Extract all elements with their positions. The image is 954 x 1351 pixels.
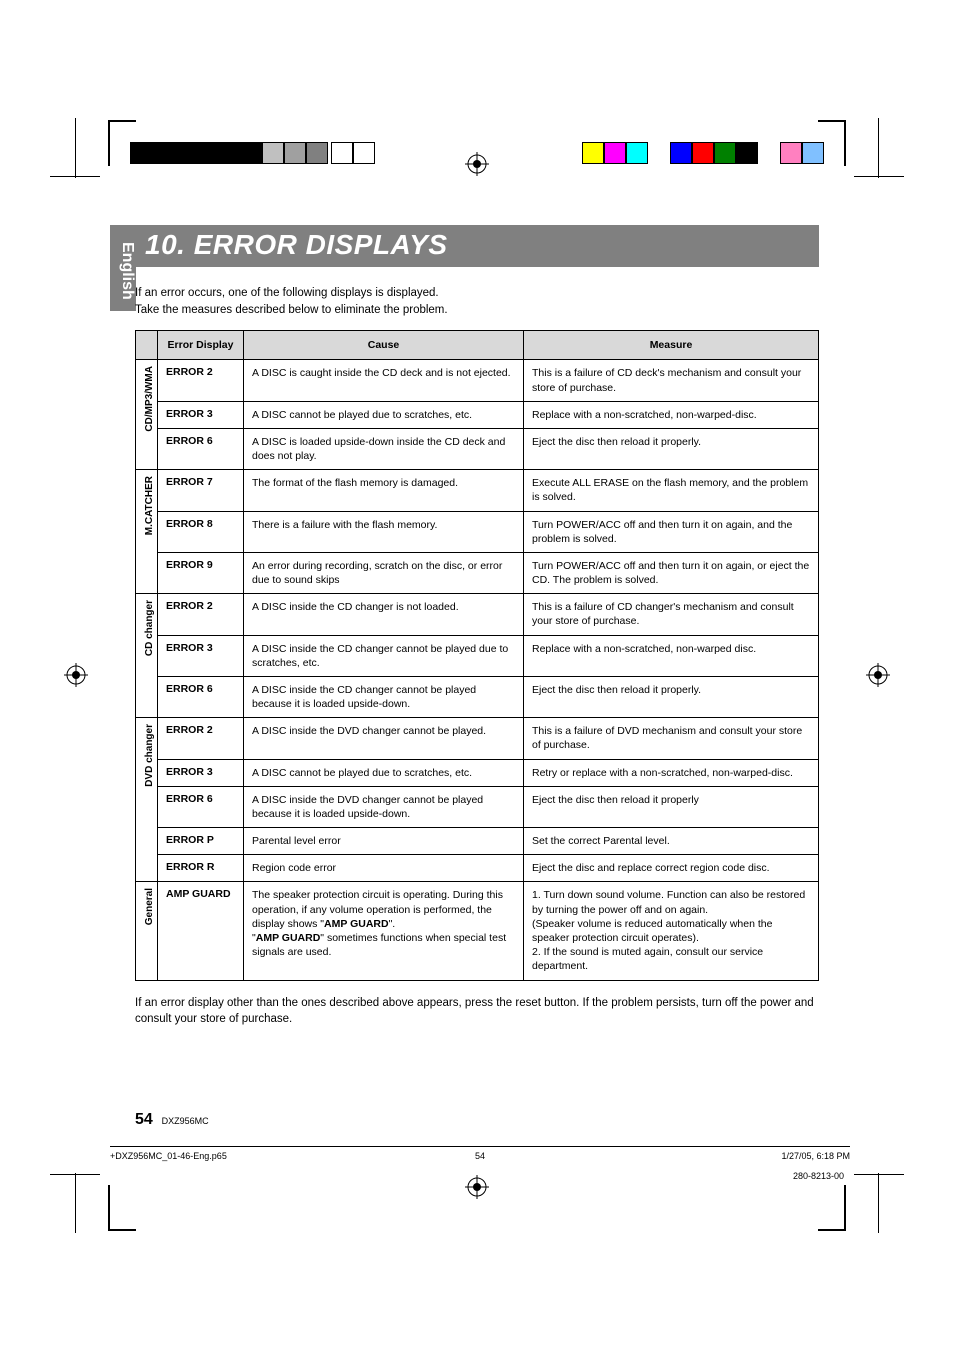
error-cause: A DISC inside the CD changer cannot be p…: [244, 676, 524, 717]
error-code: AMP GUARD: [158, 882, 244, 980]
error-cause: Parental level error: [244, 828, 524, 855]
error-code: ERROR 3: [158, 759, 244, 786]
error-measure: Replace with a non-scratched, non-warped…: [524, 401, 819, 428]
table-row: M.CATCHER ERROR 7 The format of the flas…: [136, 470, 819, 511]
error-measure: Set the correct Parental level.: [524, 828, 819, 855]
print-code: 280-8213-00: [793, 1171, 844, 1181]
error-measure: Replace with a non-scratched, non-warped…: [524, 635, 819, 676]
error-measure: Eject the disc and replace correct regio…: [524, 855, 819, 882]
category-dvdchanger: DVD changer: [136, 718, 158, 882]
outro-text: If an error display other than the ones …: [135, 995, 819, 1028]
table-row: General AMP GUARD The speaker protection…: [136, 882, 819, 980]
intro-line-2: Take the measures described below to eli…: [135, 304, 448, 316]
category-mcatcher: M.CATCHER: [136, 470, 158, 594]
error-cause: A DISC inside the DVD changer cannot be …: [244, 718, 524, 759]
header-error-display: Error Display: [158, 331, 244, 360]
error-table: Error Display Cause Measure CD/MP3/WMA E…: [135, 330, 819, 980]
table-row: ERROR 6 A DISC inside the DVD changer ca…: [136, 786, 819, 827]
table-header-row: Error Display Cause Measure: [136, 331, 819, 360]
table-row: ERROR 6 A DISC inside the CD changer can…: [136, 676, 819, 717]
print-date: 1/27/05, 6:18 PM: [650, 1151, 850, 1161]
error-code: ERROR 6: [158, 428, 244, 469]
error-code: ERROR 6: [158, 786, 244, 827]
table-row: CD/MP3/WMA ERROR 2 A DISC is caught insi…: [136, 360, 819, 401]
model-name: DXZ956MC: [162, 1116, 209, 1126]
error-code: ERROR P: [158, 828, 244, 855]
error-measure: Eject the disc then reload it properly: [524, 786, 819, 827]
header-cause: Cause: [244, 331, 524, 360]
table-row: ERROR 9 An error during recording, scrat…: [136, 552, 819, 593]
intro-line-1: If an error occurs, one of the following…: [135, 287, 439, 299]
page-content: 10. ERROR DISPLAYS If an error occurs, o…: [135, 225, 819, 1028]
error-cause: A DISC inside the CD changer cannot be p…: [244, 635, 524, 676]
error-code: ERROR 7: [158, 470, 244, 511]
page-footer: 54 DXZ956MC: [135, 1111, 819, 1129]
error-code: ERROR 2: [158, 360, 244, 401]
table-row: ERROR 8 There is a failure with the flas…: [136, 511, 819, 552]
intro-text: If an error occurs, one of the following…: [135, 285, 819, 318]
error-code: ERROR 2: [158, 594, 244, 635]
error-measure: Turn POWER/ACC off and then turn it on a…: [524, 552, 819, 593]
error-cause: A DISC inside the CD changer is not load…: [244, 594, 524, 635]
error-cause: The format of the flash memory is damage…: [244, 470, 524, 511]
error-measure: This is a failure of DVD mechanism and c…: [524, 718, 819, 759]
error-cause: A DISC inside the DVD changer cannot be …: [244, 786, 524, 827]
language-tab: English: [110, 225, 136, 311]
table-row: ERROR 3 A DISC inside the CD changer can…: [136, 635, 819, 676]
category-cd: CD/MP3/WMA: [136, 360, 158, 470]
error-measure: Execute ALL ERASE on the flash memory, a…: [524, 470, 819, 511]
error-code: ERROR 3: [158, 635, 244, 676]
error-measure: Retry or replace with a non-scratched, n…: [524, 759, 819, 786]
error-cause: An error during recording, scratch on th…: [244, 552, 524, 593]
header-measure: Measure: [524, 331, 819, 360]
header-category: [136, 331, 158, 360]
error-cause: A DISC is caught inside the CD deck and …: [244, 360, 524, 401]
color-bars-left: [130, 142, 375, 164]
registration-mark-left: [64, 663, 88, 687]
error-code: ERROR 3: [158, 401, 244, 428]
print-filename: +DXZ956MC_01-46-Eng.p65: [110, 1151, 310, 1161]
error-measure: 1. Turn down sound volume. Function can …: [524, 882, 819, 980]
error-cause: A DISC is loaded upside-down inside the …: [244, 428, 524, 469]
error-measure: Eject the disc then reload it properly.: [524, 676, 819, 717]
error-cause: A DISC cannot be played due to scratches…: [244, 401, 524, 428]
section-title: 10. ERROR DISPLAYS: [135, 225, 819, 267]
registration-mark-top: [465, 152, 489, 176]
error-measure: Turn POWER/ACC off and then turn it on a…: [524, 511, 819, 552]
table-row: ERROR 3 A DISC cannot be played due to s…: [136, 401, 819, 428]
table-row: ERROR P Parental level error Set the cor…: [136, 828, 819, 855]
error-cause: A DISC cannot be played due to scratches…: [244, 759, 524, 786]
error-measure: This is a failure of CD changer's mechan…: [524, 594, 819, 635]
error-code: ERROR 9: [158, 552, 244, 593]
print-info-line: +DXZ956MC_01-46-Eng.p65 54 1/27/05, 6:18…: [110, 1146, 850, 1161]
error-code: ERROR R: [158, 855, 244, 882]
registration-mark-right: [866, 663, 890, 687]
table-row: ERROR 3 A DISC cannot be played due to s…: [136, 759, 819, 786]
error-code: ERROR 8: [158, 511, 244, 552]
print-page: 54: [475, 1151, 485, 1161]
error-cause: There is a failure with the flash memory…: [244, 511, 524, 552]
table-row: DVD changer ERROR 2 A DISC inside the DV…: [136, 718, 819, 759]
error-cause: The speaker protection circuit is operat…: [244, 882, 524, 980]
category-cdchanger: CD changer: [136, 594, 158, 718]
table-row: CD changer ERROR 2 A DISC inside the CD …: [136, 594, 819, 635]
registration-mark-bottom: [465, 1175, 489, 1199]
error-measure: Eject the disc then reload it properly.: [524, 428, 819, 469]
color-bars-right: [560, 142, 824, 164]
table-row: ERROR R Region code error Eject the disc…: [136, 855, 819, 882]
category-general: General: [136, 882, 158, 980]
error-code: ERROR 6: [158, 676, 244, 717]
error-cause: Region code error: [244, 855, 524, 882]
table-row: ERROR 6 A DISC is loaded upside-down ins…: [136, 428, 819, 469]
error-code: ERROR 2: [158, 718, 244, 759]
page-number: 54: [135, 1111, 153, 1128]
error-measure: This is a failure of CD deck's mechanism…: [524, 360, 819, 401]
